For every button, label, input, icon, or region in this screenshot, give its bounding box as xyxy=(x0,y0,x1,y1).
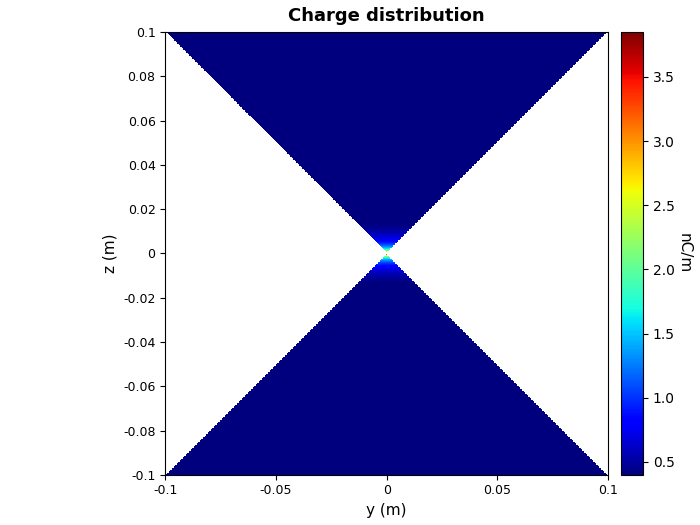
Title: Charge distribution: Charge distribution xyxy=(288,7,485,25)
X-axis label: y (m): y (m) xyxy=(366,503,407,518)
Y-axis label: nC/m: nC/m xyxy=(676,233,692,274)
Y-axis label: z (m): z (m) xyxy=(103,234,118,273)
